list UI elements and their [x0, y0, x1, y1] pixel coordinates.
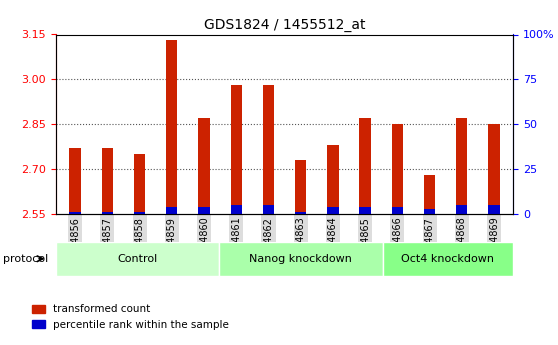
Bar [134, 154, 145, 214]
Bar [488, 124, 499, 214]
Bar [263, 85, 274, 214]
Bar [230, 205, 242, 214]
Legend: transformed count, percentile rank within the sample: transformed count, percentile rank withi… [28, 300, 233, 334]
Bar [263, 205, 274, 214]
Bar [230, 85, 242, 214]
Bar [488, 205, 499, 214]
Bar [328, 145, 339, 214]
Bar [392, 207, 403, 214]
Text: Oct4 knockdown: Oct4 knockdown [402, 254, 494, 264]
FancyBboxPatch shape [56, 241, 219, 276]
Bar [295, 212, 306, 214]
Bar [102, 148, 113, 214]
Text: Control: Control [117, 254, 157, 264]
Bar [166, 207, 177, 214]
Title: GDS1824 / 1455512_at: GDS1824 / 1455512_at [204, 18, 365, 32]
Bar [134, 212, 145, 214]
Bar [166, 40, 177, 214]
FancyBboxPatch shape [383, 241, 513, 276]
Bar [199, 207, 210, 214]
FancyBboxPatch shape [219, 241, 383, 276]
Bar [424, 175, 435, 214]
Bar [456, 118, 468, 214]
Bar [424, 208, 435, 214]
Bar [328, 207, 339, 214]
Bar [456, 205, 468, 214]
Bar [392, 124, 403, 214]
Bar [359, 118, 371, 214]
Text: Nanog knockdown: Nanog knockdown [249, 254, 352, 264]
Bar [70, 212, 81, 214]
Bar [359, 207, 371, 214]
Text: protocol: protocol [3, 254, 48, 264]
Bar [295, 160, 306, 214]
Bar [70, 148, 81, 214]
Bar [199, 118, 210, 214]
Bar [102, 212, 113, 214]
